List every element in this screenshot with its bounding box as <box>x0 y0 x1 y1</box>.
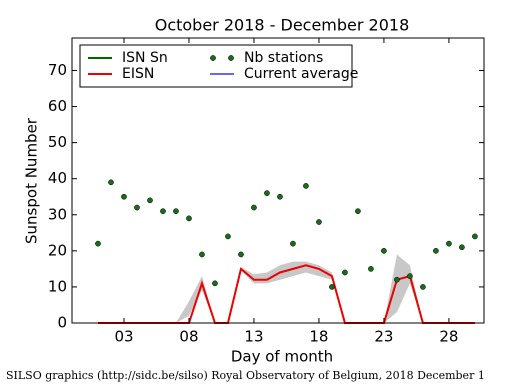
y-tick-label: 60 <box>48 97 67 115</box>
station-dot <box>238 251 244 258</box>
legend-label: EISN <box>122 66 154 82</box>
legend-label: Nb stations <box>244 50 323 66</box>
y-tick-label: 10 <box>48 277 67 295</box>
x-tick-label: 28 <box>439 328 458 346</box>
legend-marker <box>228 55 234 61</box>
y-tick-label: 40 <box>48 169 67 187</box>
station-dot <box>303 183 309 189</box>
station-dot <box>316 219 322 225</box>
station-dot <box>108 179 114 186</box>
error-band <box>175 276 215 323</box>
plot-frame <box>71 37 485 324</box>
station-dot <box>472 233 478 240</box>
legend-marker <box>210 55 216 61</box>
footer: SILSO graphics (http://sidc.be/silso) Ro… <box>6 369 485 382</box>
station-dot <box>199 251 205 258</box>
station-dot <box>394 276 400 283</box>
station-dot <box>381 247 387 254</box>
y-tick-label: 50 <box>48 133 67 151</box>
x-tick-label: 08 <box>179 328 198 346</box>
station-dot <box>173 208 179 215</box>
station-dot <box>264 190 270 196</box>
y-tick-label: 70 <box>48 61 67 79</box>
station-dot <box>290 240 296 247</box>
station-dot <box>329 284 335 290</box>
y-tick-label: 20 <box>48 241 67 259</box>
x-tick-label: 03 <box>114 328 133 346</box>
station-dot <box>186 215 192 222</box>
station-dot <box>160 208 166 215</box>
y-tick-label: 30 <box>48 205 67 223</box>
y-tick-label: 0 <box>57 314 67 332</box>
station-dot <box>147 197 153 204</box>
station-dot <box>121 193 127 200</box>
station-dot <box>134 204 140 211</box>
station-dot <box>420 284 426 290</box>
station-dot <box>459 244 465 251</box>
station-dot <box>251 204 257 211</box>
station-dot <box>277 193 283 200</box>
legend-label: Current average <box>244 66 358 82</box>
station-dot <box>212 280 218 287</box>
chart-title: October 2018 - December 2018 <box>155 16 410 35</box>
station-dot <box>342 269 348 276</box>
station-dot <box>407 273 413 279</box>
x-tick-label: 18 <box>309 328 328 346</box>
error-band <box>383 254 423 323</box>
legend-label: ISN Sn <box>122 50 168 66</box>
station-dot <box>95 240 101 247</box>
station-dot <box>433 247 439 254</box>
x-axis-label: Day of month <box>231 348 333 366</box>
station-dot <box>368 266 374 272</box>
y-axis-label: Sunspot Number <box>23 117 41 244</box>
station-dot <box>446 240 452 247</box>
station-dot <box>225 233 231 240</box>
x-tick-label: 23 <box>374 328 393 346</box>
x-tick-label: 13 <box>244 328 263 346</box>
station-dot <box>355 208 361 215</box>
legend-box <box>79 44 353 88</box>
